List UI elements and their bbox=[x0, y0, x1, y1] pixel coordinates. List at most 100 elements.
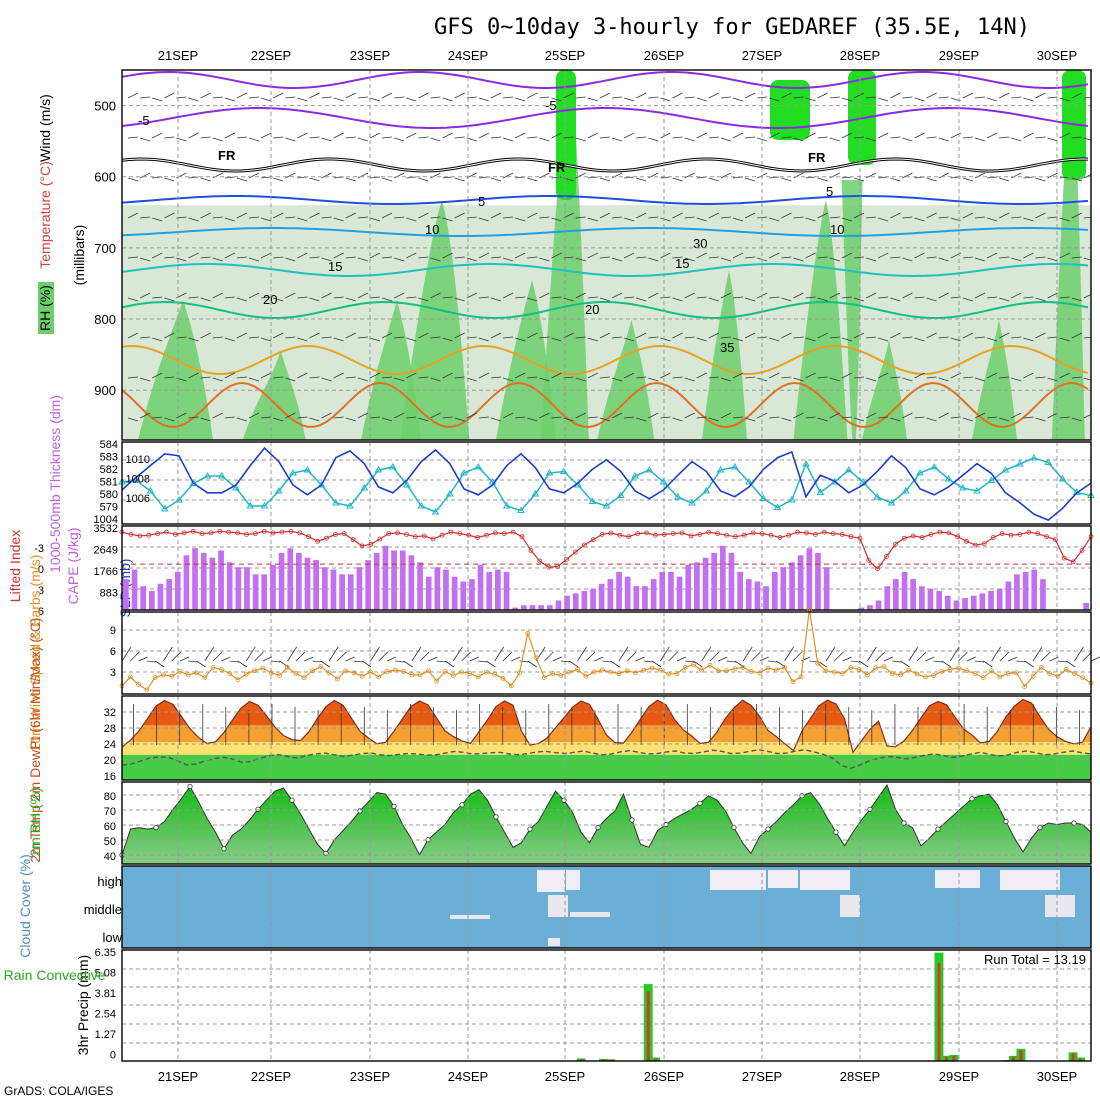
wind-barb bbox=[720, 216, 731, 219]
wind-barb bbox=[478, 132, 490, 139]
y-tick-rh-3: 50 bbox=[104, 836, 116, 848]
wind-point-11 bbox=[210, 665, 216, 670]
wind-point-88 bbox=[848, 665, 854, 670]
wind-barb bbox=[260, 252, 272, 259]
wind-barb bbox=[442, 97, 453, 102]
cloud-row-label-2: low bbox=[102, 930, 122, 945]
wind-barb bbox=[248, 137, 260, 142]
li-point-91 bbox=[928, 532, 934, 537]
contour-label-12: 20 bbox=[585, 302, 599, 317]
wind-barb-97 bbox=[925, 656, 935, 662]
wind-barb bbox=[1011, 257, 1022, 262]
wind-point-61 bbox=[624, 668, 630, 674]
thickness-point-37 bbox=[645, 466, 654, 473]
wind-barb bbox=[587, 217, 598, 222]
wind-barb bbox=[974, 292, 986, 299]
wind-barb-58 bbox=[602, 660, 612, 663]
li-point-90 bbox=[919, 535, 925, 540]
wind-barb bbox=[224, 217, 235, 222]
wind-barb bbox=[152, 337, 163, 342]
ylabel-rh2m: 2m RH (%) bbox=[27, 787, 43, 856]
wind-point-45 bbox=[492, 671, 498, 677]
cape-bar-88 bbox=[884, 586, 891, 610]
wind-point-73 bbox=[724, 668, 729, 674]
wind-barb-5 bbox=[163, 646, 173, 662]
wind-barb bbox=[333, 416, 344, 419]
wind-barb bbox=[575, 292, 586, 299]
li-point-97 bbox=[981, 541, 987, 546]
wind-barb-68 bbox=[685, 660, 695, 663]
wind-barb bbox=[273, 376, 284, 379]
wind-barb-23 bbox=[312, 660, 322, 663]
wind-barb bbox=[188, 97, 199, 102]
li-point-67 bbox=[715, 531, 720, 536]
wind-point-6 bbox=[169, 673, 175, 679]
wind-barb bbox=[1011, 216, 1022, 219]
wind-barb bbox=[684, 292, 695, 299]
wind-barb bbox=[805, 176, 816, 179]
wind-barb bbox=[212, 336, 223, 339]
wind-barb bbox=[369, 416, 381, 419]
li-point-10 bbox=[208, 530, 214, 536]
wind-barb bbox=[599, 177, 611, 182]
wind-barb bbox=[394, 137, 405, 142]
y-tick-precip-4: 1.27 bbox=[95, 1029, 116, 1041]
wind-barb bbox=[781, 92, 792, 99]
wind-barb bbox=[938, 137, 949, 142]
wind-barb-55 bbox=[577, 646, 587, 662]
wind-barb bbox=[974, 137, 986, 142]
wind-barb-43 bbox=[478, 660, 488, 663]
wind-barb bbox=[515, 416, 526, 419]
wind-barb bbox=[236, 256, 247, 259]
wind-point-16 bbox=[252, 668, 257, 674]
cape-bar-102 bbox=[1005, 581, 1012, 610]
wind-barb bbox=[575, 377, 586, 382]
y-tick-temp-1: 28 bbox=[104, 723, 116, 735]
wind-barb bbox=[430, 377, 441, 382]
wind-barb bbox=[152, 132, 163, 139]
li-point-46 bbox=[528, 548, 534, 553]
dewpoint-line bbox=[121, 749, 1092, 769]
wind-point-83 bbox=[807, 606, 812, 612]
li-point-5 bbox=[163, 529, 169, 535]
wind-point-51 bbox=[542, 675, 547, 680]
wind-barb bbox=[878, 337, 889, 342]
wind-barb-105 bbox=[991, 646, 1001, 662]
wind-point-79 bbox=[773, 667, 779, 673]
ylabel-wind: Wind (m/s) bbox=[37, 94, 53, 162]
contour-label-8: 10 bbox=[830, 222, 844, 237]
cloud-mid-2 bbox=[840, 895, 860, 917]
wind-barb bbox=[406, 416, 417, 419]
wind-barb-44 bbox=[486, 660, 496, 668]
li-point-66 bbox=[706, 529, 712, 535]
wind-barb bbox=[926, 297, 937, 302]
thickness-point-47 bbox=[787, 496, 796, 503]
wind-barb-116 bbox=[1082, 651, 1092, 662]
ylabel-millibars: (millibars) bbox=[71, 225, 87, 286]
contour-label-11: 20 bbox=[263, 292, 277, 307]
thickness-point-42 bbox=[716, 466, 725, 473]
wind-barb bbox=[152, 372, 163, 379]
cape-bar-13 bbox=[235, 567, 242, 610]
li-point-63 bbox=[679, 530, 685, 536]
wind-barb bbox=[539, 257, 550, 262]
wind-barb bbox=[999, 417, 1010, 422]
wind-barb bbox=[962, 417, 974, 422]
wind-barb bbox=[539, 377, 550, 382]
wind-barb-75 bbox=[742, 646, 753, 662]
wind-barb bbox=[878, 372, 889, 379]
wind-barb bbox=[732, 372, 744, 379]
thickness-point-30 bbox=[545, 469, 554, 476]
wind-barb bbox=[636, 136, 647, 139]
wind-barb bbox=[744, 332, 756, 339]
wind-barb bbox=[1047, 216, 1058, 219]
wind-barb bbox=[539, 216, 550, 219]
wind-barb bbox=[672, 376, 683, 379]
wind-point-24 bbox=[318, 664, 324, 670]
wind-barb bbox=[926, 212, 937, 219]
wind-barb bbox=[309, 376, 320, 379]
contour-label-3: FR bbox=[548, 160, 566, 175]
thickness-point-59 bbox=[958, 484, 967, 491]
wind-barb bbox=[599, 297, 611, 302]
cape-bar-0 bbox=[123, 579, 129, 610]
